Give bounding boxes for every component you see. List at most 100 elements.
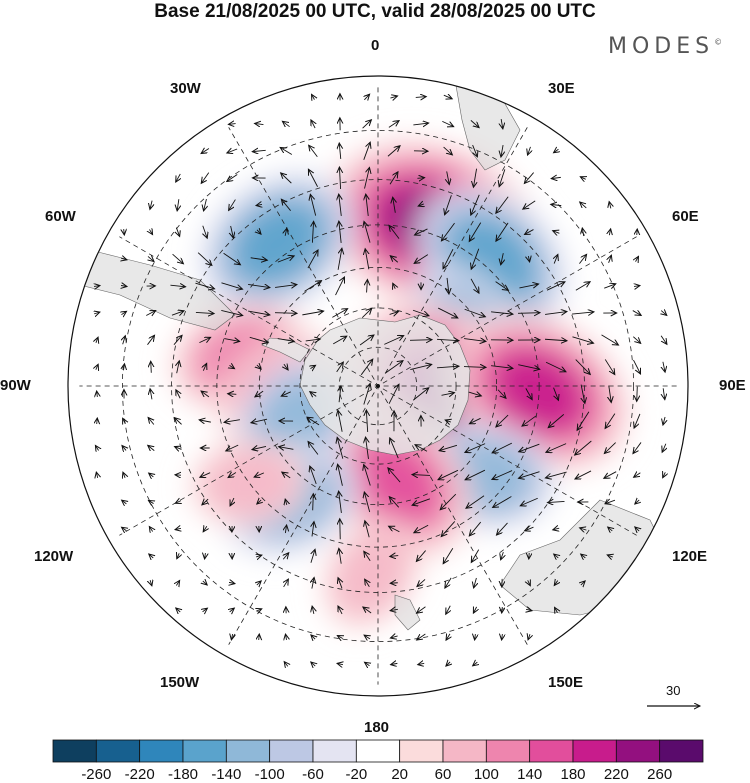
wind-vector xyxy=(436,339,459,340)
lon-label-150e: 150E xyxy=(548,674,584,691)
wind-vector xyxy=(149,554,153,558)
wind-vector xyxy=(391,663,398,664)
wind-vector xyxy=(148,417,154,425)
wind-vector xyxy=(227,174,238,181)
wind-vector xyxy=(417,606,426,613)
wind-vector xyxy=(387,146,400,157)
wind-vector xyxy=(473,607,476,613)
wind-vector xyxy=(390,609,398,610)
wind-vector xyxy=(417,633,426,640)
wind-vector xyxy=(548,414,565,427)
wind-vector xyxy=(412,388,429,401)
wind-vector xyxy=(171,311,184,315)
wind-vector xyxy=(473,144,478,157)
wind-vector xyxy=(414,524,429,532)
wind-vector xyxy=(442,120,453,126)
map-border xyxy=(67,75,689,697)
wind-vector xyxy=(202,499,209,505)
wind-vector xyxy=(148,500,153,503)
wind-vector xyxy=(280,147,293,155)
colorbar-swatch-2 xyxy=(139,739,184,763)
wind-vector xyxy=(284,662,288,667)
wind-vector xyxy=(575,359,591,375)
wind-vector xyxy=(177,553,179,558)
wind-vector xyxy=(466,495,485,509)
wind-vector xyxy=(365,662,370,665)
wind-vector xyxy=(338,410,343,432)
wind-vector xyxy=(337,663,343,664)
wind-vector xyxy=(197,252,212,266)
colorbar-swatch-9 xyxy=(442,739,487,763)
wind-vector xyxy=(199,420,211,422)
wind-vector xyxy=(632,336,640,344)
wind-vector xyxy=(469,521,482,536)
wind-vector xyxy=(663,361,665,372)
wind-vector xyxy=(228,473,237,478)
colorbar-tick-label: 140 xyxy=(517,766,543,783)
wind-vector xyxy=(528,580,531,585)
wind-vector xyxy=(414,254,429,264)
wind-vector xyxy=(252,446,267,449)
wind-vector xyxy=(519,284,538,288)
wind-vector xyxy=(439,444,458,450)
wind-vector xyxy=(662,443,666,452)
wind-vector xyxy=(311,635,315,639)
wind-vector xyxy=(252,150,266,151)
wind-vector xyxy=(528,634,530,640)
wind-vector xyxy=(502,607,503,613)
wind-vector xyxy=(604,442,616,454)
wind-vector xyxy=(546,443,567,453)
wind-vector xyxy=(203,363,206,371)
south-pole-marker xyxy=(376,384,380,388)
brand-text: MODES xyxy=(608,34,715,59)
wind-vector xyxy=(312,94,315,99)
wind-vector xyxy=(495,281,509,291)
wind-vector xyxy=(339,491,342,513)
wind-vector xyxy=(415,97,426,98)
wind-vector xyxy=(580,202,587,209)
colorbar-swatch-14 xyxy=(659,739,704,763)
wind-vector xyxy=(412,475,431,476)
wind-vector xyxy=(469,417,481,423)
wind-vector xyxy=(446,662,450,666)
wind-vector xyxy=(199,337,210,344)
wind-vector xyxy=(338,464,343,486)
wind-vector xyxy=(418,204,424,206)
wind-vector xyxy=(575,440,592,455)
wind-vector xyxy=(96,364,98,370)
wind-vector xyxy=(281,392,291,396)
wind-vector xyxy=(608,527,613,531)
wind-vector xyxy=(443,548,454,563)
wind-vector xyxy=(122,500,127,504)
wind-vector xyxy=(231,634,232,640)
wind-vector xyxy=(257,365,261,369)
wind-vector xyxy=(205,553,206,559)
wind-vector xyxy=(255,390,264,397)
wind-vector xyxy=(528,256,529,262)
wind-vector xyxy=(470,278,479,293)
anomaly-high-130w-level-1 xyxy=(202,447,297,519)
wind-vector xyxy=(609,385,611,403)
wind-vector xyxy=(389,172,398,185)
wind-vector xyxy=(441,222,455,241)
wind-vector xyxy=(417,178,424,179)
wind-vector xyxy=(231,225,234,238)
wind-vector xyxy=(545,361,566,371)
wind-vector xyxy=(121,285,127,286)
wind-vector xyxy=(501,119,503,129)
colorbar-tick-label: 100 xyxy=(473,766,499,783)
wind-vector xyxy=(663,388,665,399)
south-america-landmass xyxy=(79,249,236,331)
wind-vector xyxy=(308,169,318,187)
lon-label-60e: 60E xyxy=(672,208,699,225)
wind-vector xyxy=(230,608,235,612)
wind-vector xyxy=(367,280,368,293)
wind-vector xyxy=(248,284,270,287)
wind-vector xyxy=(363,383,370,405)
wind-vector xyxy=(446,634,450,640)
wind-vector xyxy=(256,555,262,557)
wind-vector xyxy=(635,527,639,531)
wind-vector xyxy=(517,313,540,314)
wind-vector xyxy=(475,634,476,640)
wind-vector xyxy=(632,311,641,316)
